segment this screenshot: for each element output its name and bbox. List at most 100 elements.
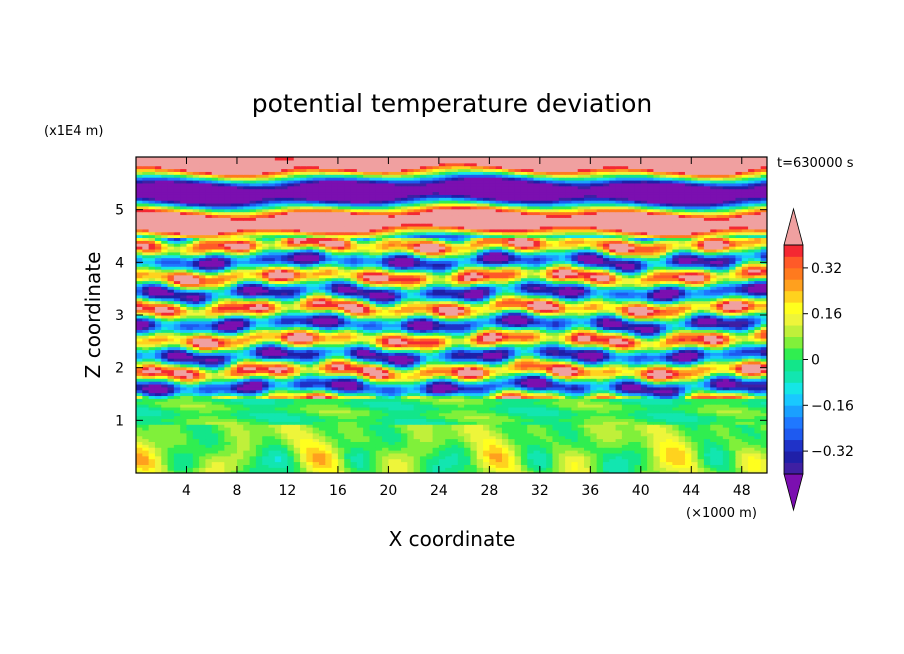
contour-cell xyxy=(255,470,263,473)
contour-cell xyxy=(596,383,604,388)
contour-cell xyxy=(729,421,737,425)
contour-cell xyxy=(609,349,617,353)
contour-cell xyxy=(647,375,655,379)
contour-cell xyxy=(508,383,516,388)
contour-cell xyxy=(325,378,333,382)
contour-cell xyxy=(489,372,497,376)
contour-cell xyxy=(407,360,415,365)
contour-cell xyxy=(489,418,497,422)
contour-cell xyxy=(161,375,169,379)
contour-cell xyxy=(199,329,207,333)
contour-cell xyxy=(180,441,188,445)
contour-cell xyxy=(426,424,434,428)
contour-cell xyxy=(268,455,276,460)
contour-cell xyxy=(356,386,364,391)
contour-cell xyxy=(350,427,358,431)
contour-cell xyxy=(293,409,301,414)
contour-cell xyxy=(464,358,472,362)
contour-cell xyxy=(489,355,497,359)
contour-cell xyxy=(356,450,364,454)
contour-cell xyxy=(306,386,314,391)
contour-cell xyxy=(552,358,560,362)
contour-cell xyxy=(192,452,200,457)
contour-cell xyxy=(432,427,440,431)
contour-cell xyxy=(293,395,301,399)
contour-cell xyxy=(350,363,358,368)
contour-cell xyxy=(445,366,453,371)
contour-cell xyxy=(672,401,680,405)
contour-cell xyxy=(388,441,396,445)
contour-cell xyxy=(350,470,358,473)
contour-cell xyxy=(350,366,358,371)
contour-cell xyxy=(337,464,345,468)
contour-cell xyxy=(293,335,301,339)
contour-cell xyxy=(218,332,225,336)
contour-cell xyxy=(520,375,528,379)
contour-cell xyxy=(501,343,509,348)
contour-cell xyxy=(180,329,188,333)
contour-cell xyxy=(394,392,402,397)
contour-cell xyxy=(369,383,377,388)
contour-cell xyxy=(533,412,541,417)
contour-cell xyxy=(350,401,358,405)
contour-cell xyxy=(218,421,225,425)
contour-cell xyxy=(640,395,648,399)
contour-cell xyxy=(426,389,434,394)
contour-cell xyxy=(426,337,434,342)
contour-cell xyxy=(621,355,629,359)
contour-cell xyxy=(350,332,358,336)
contour-cell xyxy=(653,375,661,379)
contour-cell xyxy=(710,444,718,448)
contour-cell xyxy=(268,381,276,385)
contour-cell xyxy=(236,406,244,411)
contour-cell xyxy=(748,401,755,405)
contour-cell xyxy=(684,369,692,374)
contour-cell xyxy=(464,360,472,365)
contour-cell xyxy=(716,375,724,379)
contour-cell xyxy=(268,372,276,376)
contour-cell xyxy=(192,363,200,368)
contour-cell xyxy=(748,358,755,362)
contour-cell xyxy=(344,349,352,353)
contour-cell xyxy=(186,404,194,408)
contour-cell xyxy=(552,458,560,463)
contour-cell xyxy=(438,444,446,448)
contour-cell xyxy=(539,427,547,431)
contour-cell xyxy=(672,329,680,333)
contour-cell xyxy=(325,429,333,434)
contour-cell xyxy=(249,438,257,442)
contour-cell xyxy=(426,378,434,382)
contour-cell xyxy=(584,381,591,385)
contour-cell xyxy=(432,358,440,362)
contour-cell xyxy=(470,409,478,414)
contour-cell xyxy=(369,340,377,345)
contour-cell xyxy=(230,452,238,457)
contour-cell xyxy=(684,343,692,348)
contour-cell xyxy=(533,378,541,382)
contour-cell xyxy=(602,395,610,399)
contour-cell xyxy=(552,470,560,473)
contour-cell xyxy=(281,415,289,420)
contour-cell xyxy=(647,358,655,362)
contour-cell xyxy=(262,461,270,465)
contour-cell xyxy=(697,389,705,394)
contour-cell xyxy=(672,335,680,339)
contour-cell xyxy=(287,452,295,457)
contour-cell xyxy=(741,427,749,431)
contour-cell xyxy=(722,415,730,420)
contour-cell xyxy=(653,424,661,428)
contour-cell xyxy=(634,369,642,374)
contour-cell xyxy=(716,418,724,422)
contour-cell xyxy=(565,424,572,428)
contour-cell xyxy=(552,424,560,428)
contour-cell xyxy=(552,386,560,391)
contour-cell xyxy=(413,447,421,451)
contour-cell xyxy=(464,404,472,408)
contour-cell xyxy=(565,332,572,336)
contour-cell xyxy=(161,381,169,385)
contour-cell xyxy=(274,406,282,411)
contour-cell xyxy=(501,470,509,473)
contour-cell xyxy=(470,372,478,376)
contour-cell xyxy=(287,389,295,394)
contour-cell xyxy=(539,375,547,379)
